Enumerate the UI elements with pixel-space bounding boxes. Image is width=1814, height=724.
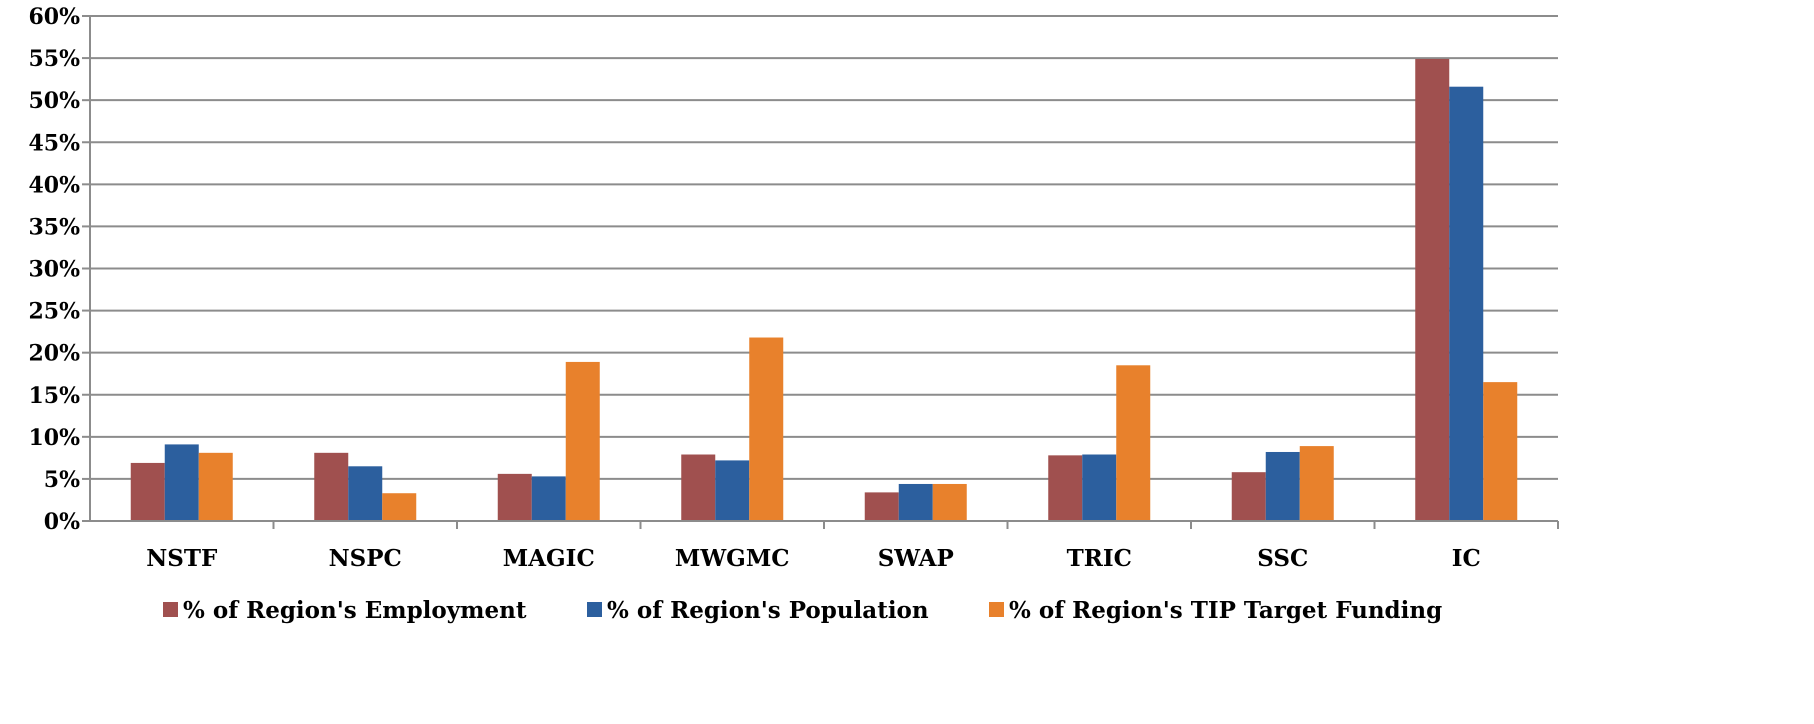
bar-nstf-series-3 <box>198 452 233 521</box>
bar-magic-series-3 <box>565 361 600 521</box>
category-label-mwgmc: MWGMC <box>675 545 790 572</box>
gridlines <box>90 15 1558 480</box>
category-label-magic: MAGIC <box>503 545 595 572</box>
bar-nspc-series-1 <box>314 452 349 521</box>
y-tick-label: 55% <box>28 46 80 72</box>
bar-swap-series-1 <box>864 492 899 521</box>
bar-ssc-series-2 <box>1265 451 1300 521</box>
bar-tric-series-2 <box>1082 454 1117 521</box>
bar-nstf-series-1 <box>130 462 165 521</box>
legend: % of Region's Employment % of Region's Po… <box>163 597 1442 624</box>
bar-ssc-series-3 <box>1299 446 1334 521</box>
legend-swatch-series-3 <box>989 602 1004 617</box>
bar-tric-series-3 <box>1116 365 1151 521</box>
y-tick-label: 40% <box>28 172 80 198</box>
category-label-nstf: NSTF <box>146 545 218 572</box>
bar-ic-series-2 <box>1449 86 1484 521</box>
category-label-tric: TRIC <box>1067 545 1132 572</box>
y-tick-label: 30% <box>28 257 80 283</box>
bar-mwgmc-series-1 <box>681 454 716 521</box>
bar-ssc-series-1 <box>1231 472 1266 521</box>
y-tick-label: 5% <box>44 467 80 493</box>
y-tick-label: 50% <box>28 88 80 114</box>
bar-magic-series-2 <box>531 476 566 521</box>
category-label-nspc: NSPC <box>329 545 402 572</box>
bar-ic-series-3 <box>1483 382 1518 521</box>
legend-label-series-2: % of Region's Population <box>607 597 929 624</box>
bar-swap-series-2 <box>898 483 933 521</box>
bar-nstf-series-2 <box>164 444 199 521</box>
bar-nspc-series-2 <box>348 466 383 521</box>
y-tick-label: 20% <box>28 341 80 367</box>
y-axis-tick-labels: 0% 5% 10% 15% 20% 25% 30% 35% 40% 45% 50% 55% 60% <box>28 4 80 535</box>
bars <box>130 58 1518 522</box>
bar-ic-series-1 <box>1415 58 1450 522</box>
y-tick-label: 25% <box>28 299 80 325</box>
bar-tric-series-1 <box>1048 455 1083 521</box>
y-tick-label: 15% <box>28 383 80 409</box>
category-label-swap: SWAP <box>878 545 954 572</box>
y-tick-label: 45% <box>28 130 80 156</box>
axes <box>82 15 1559 529</box>
legend-label-series-1: % of Region's Employment <box>183 597 527 624</box>
bar-magic-series-1 <box>497 473 532 521</box>
y-tick-label: 35% <box>28 214 80 240</box>
x-axis-category-labels: NSTF NSPC MAGIC MWGMC SWAP TRIC SSC IC <box>146 545 1481 572</box>
category-label-ic: IC <box>1452 545 1481 572</box>
legend-label-series-3: % of Region's TIP Target Funding <box>1009 597 1442 624</box>
legend-swatch-series-1 <box>163 602 178 617</box>
y-tick-label: 60% <box>28 4 80 30</box>
bar-nspc-series-3 <box>382 493 417 521</box>
y-tick-label: 10% <box>28 425 80 451</box>
category-label-ssc: SSC <box>1257 545 1308 572</box>
bar-swap-series-3 <box>932 483 967 521</box>
y-tick-label: 0% <box>44 509 80 535</box>
bar-mwgmc-series-3 <box>749 337 784 521</box>
legend-swatch-series-2 <box>587 602 602 617</box>
bar-mwgmc-series-2 <box>715 460 750 521</box>
